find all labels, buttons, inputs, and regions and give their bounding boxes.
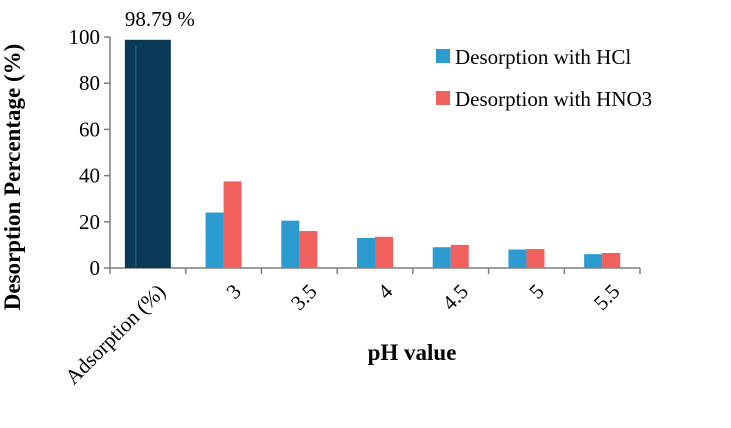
y-axis-title: Desorption Percentage (%)	[0, 44, 25, 311]
x-tick-label: Adsorption (%)	[60, 279, 170, 389]
legend-swatch-hno3	[436, 91, 450, 105]
legend-label-hcl: Desorption with HCl	[455, 45, 631, 69]
bar-hcl-ph-3.5	[281, 220, 300, 268]
bar-hno3-ph-5.5	[602, 252, 621, 268]
x-tick-label: 5.5	[589, 279, 625, 315]
y-tick-label: 20	[79, 210, 100, 234]
y-tick-label: 60	[79, 117, 100, 141]
bar-hcl-ph-4.5	[432, 247, 451, 268]
x-tick-label: 4.5	[437, 279, 473, 315]
bar-hcl-ph-3	[205, 212, 224, 268]
bar-hno3-ph-3	[223, 181, 242, 268]
x-tick-label: 4	[373, 279, 398, 304]
bar-hno3-ph-4.5	[450, 244, 469, 268]
x-tick-label: 5	[524, 279, 548, 303]
bar-hno3-ph-4	[375, 236, 393, 268]
y-ticks: 0 20 40 60 80 100	[69, 25, 110, 280]
adsorption-value-label: 98.79 %	[125, 7, 195, 31]
axes	[109, 37, 640, 269]
bar-hno3-ph-3.5	[299, 231, 318, 268]
bar-hcl-ph-4	[357, 237, 375, 268]
legend: Desorption with HCl Desorption with HNO3	[436, 45, 652, 111]
y-tick-label: 40	[79, 164, 100, 188]
bar-adsorption	[124, 39, 171, 268]
bars	[124, 39, 621, 268]
y-tick-label: 0	[90, 256, 101, 280]
bar-hcl-ph-5	[508, 249, 527, 268]
x-ticks: Adsorption (%) 3 3.5 4 4.5 5 5.5	[60, 268, 641, 389]
x-axis-title: pH value	[368, 340, 457, 365]
x-tick-label: 3	[221, 279, 245, 303]
bar-hcl-ph-5.5	[584, 254, 603, 268]
y-tick-label: 80	[79, 71, 100, 95]
legend-label-hno3: Desorption with HNO3	[455, 87, 652, 111]
y-tick-label: 100	[69, 25, 101, 49]
x-tick-label: 3.5	[286, 279, 322, 315]
bar-hno3-ph-5	[526, 249, 545, 268]
legend-swatch-hcl	[436, 49, 450, 63]
